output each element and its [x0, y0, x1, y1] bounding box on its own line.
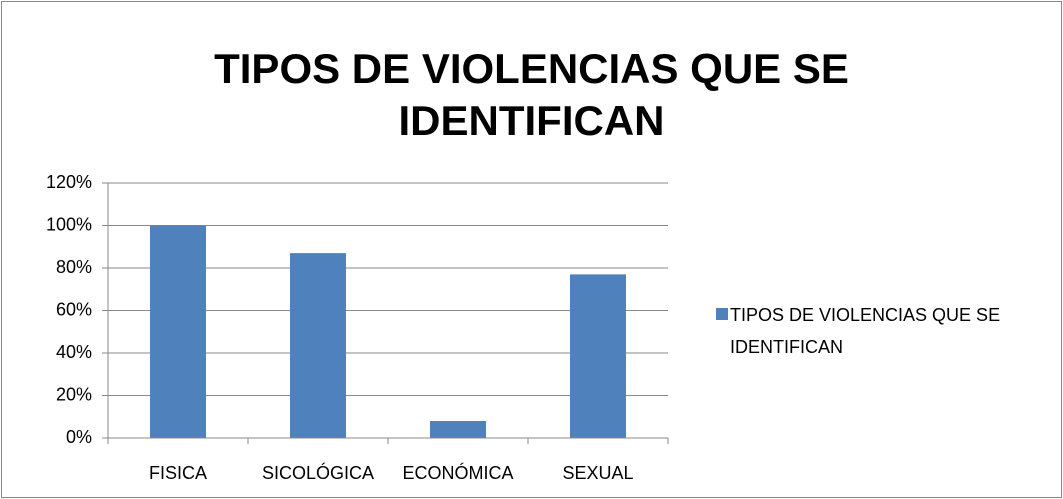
y-tick-label: 60% — [56, 299, 92, 319]
y-tick-label: 20% — [56, 384, 92, 404]
x-tick-label: FISICA — [149, 463, 207, 483]
y-tick-label: 40% — [56, 342, 92, 362]
bar — [150, 225, 206, 438]
legend-swatch — [716, 308, 728, 320]
chart-title-box: TIPOS DE VIOLENCIAS QUE SE IDENTIFICAN — [0, 43, 1063, 147]
x-tick-label: SEXUAL — [562, 463, 633, 483]
bar — [290, 253, 346, 438]
bar — [570, 274, 626, 438]
x-tick-label: ECONÓMICA — [402, 462, 513, 483]
y-tick-label: 120% — [46, 172, 92, 192]
bar — [430, 421, 486, 438]
y-tick-label: 100% — [46, 214, 92, 234]
legend-label: TIPOS DE VIOLENCIAS QUE SE IDENTIFICAN — [730, 305, 1001, 357]
y-tick-label: 80% — [56, 257, 92, 277]
x-tick-label: SICOLÓGICA — [262, 462, 374, 483]
y-tick-label: 0% — [66, 427, 92, 447]
chart-title: TIPOS DE VIOLENCIAS QUE SE IDENTIFICAN — [214, 45, 849, 144]
